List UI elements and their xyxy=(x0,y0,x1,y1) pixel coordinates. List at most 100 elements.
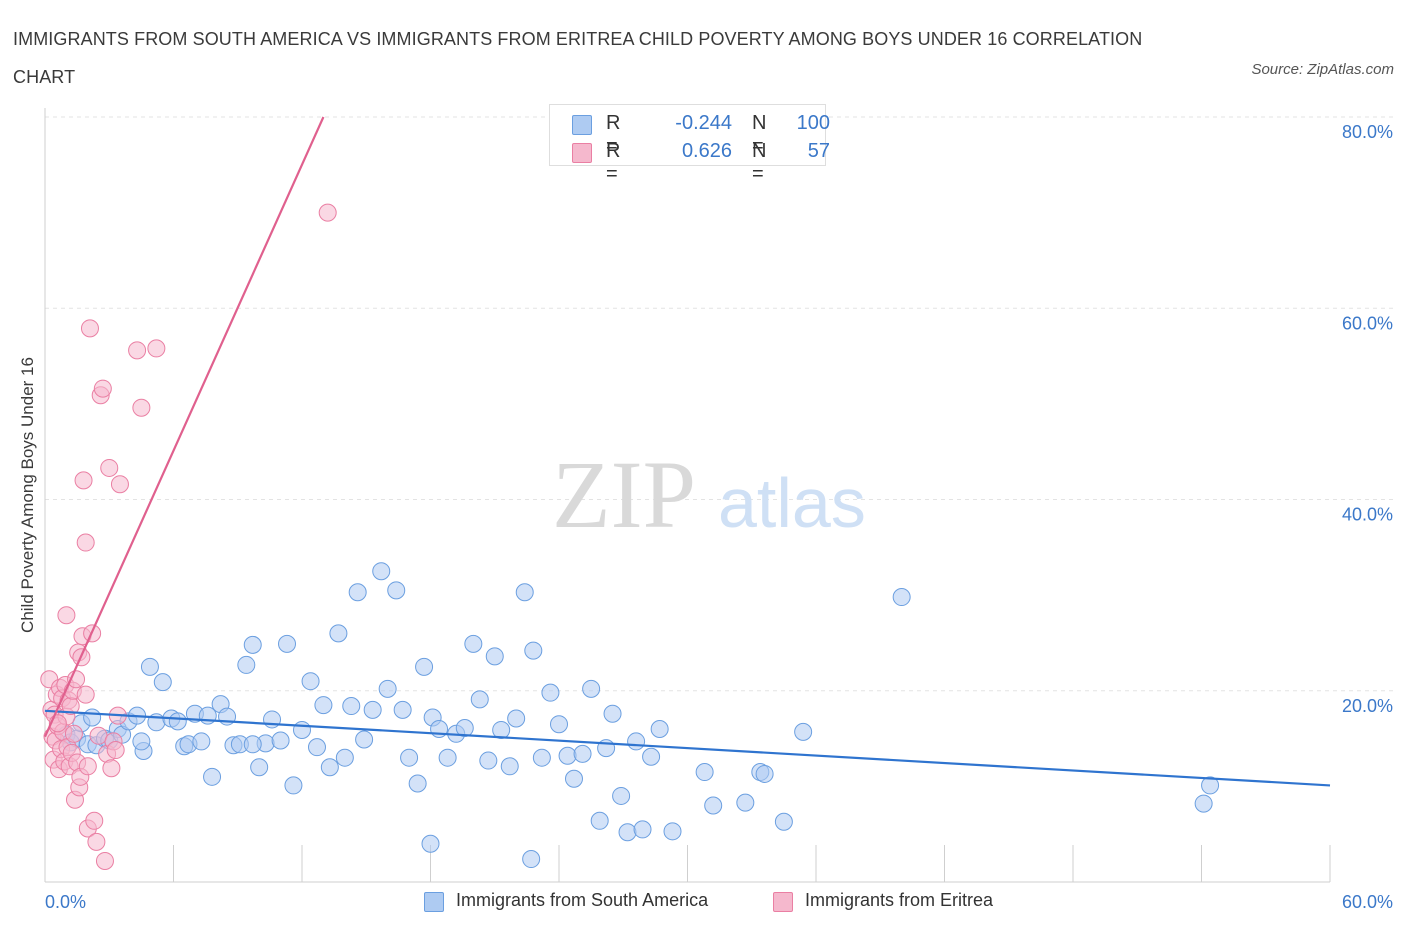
watermark: ZIP atlas xyxy=(552,441,866,548)
point-south-america xyxy=(755,764,774,783)
swatch-eritrea xyxy=(572,143,592,163)
point-eritrea xyxy=(100,458,119,477)
point-south-america xyxy=(464,634,483,653)
legend-label-eritrea: Immigrants from Eritrea xyxy=(805,890,994,910)
r-value: -0.244 xyxy=(675,112,732,134)
point-eritrea xyxy=(318,203,337,222)
point-south-america xyxy=(408,774,427,793)
point-south-america xyxy=(650,720,669,738)
point-south-america xyxy=(243,735,262,754)
point-south-america xyxy=(892,588,911,607)
point-eritrea xyxy=(64,724,83,743)
point-south-america xyxy=(250,758,269,777)
point-south-america xyxy=(590,811,609,830)
point-south-america xyxy=(794,722,813,741)
point-eritrea xyxy=(128,341,147,360)
point-south-america xyxy=(293,720,311,739)
point-south-america xyxy=(603,704,622,723)
point-south-america xyxy=(140,657,159,676)
x-tick-label: 60.0% xyxy=(1342,892,1393,912)
point-eritrea xyxy=(95,851,114,870)
point-south-america xyxy=(532,748,551,767)
point-eritrea xyxy=(110,475,129,494)
point-south-america xyxy=(736,793,755,812)
point-south-america xyxy=(515,583,534,602)
point-south-america xyxy=(278,634,297,653)
point-south-america xyxy=(301,672,320,691)
point-south-america xyxy=(284,776,303,795)
axis-layer xyxy=(44,108,1331,883)
point-south-america xyxy=(438,748,457,767)
watermark-zip: ZIP xyxy=(552,441,696,548)
point-south-america xyxy=(237,655,256,674)
point-south-america xyxy=(153,673,172,692)
point-south-america xyxy=(524,641,543,660)
point-eritrea xyxy=(102,759,121,778)
r-label: R = xyxy=(606,112,621,157)
source-note: Source: ZipAtlas.com xyxy=(1251,61,1394,78)
point-south-america xyxy=(372,562,391,581)
point-south-america xyxy=(522,850,541,869)
point-south-america xyxy=(455,719,474,738)
point-south-america xyxy=(363,700,382,719)
grid-layer xyxy=(45,116,1394,692)
trendline-south-america xyxy=(44,709,1331,787)
point-south-america xyxy=(83,708,102,727)
y-tick-label: 80.0% xyxy=(1342,122,1393,142)
y-tick-label: 20.0% xyxy=(1342,696,1393,716)
n-value: 57 xyxy=(807,140,830,162)
point-south-america xyxy=(500,757,519,776)
point-south-america xyxy=(704,796,723,815)
point-eritrea xyxy=(76,533,95,552)
point-south-america xyxy=(695,763,714,782)
point-eritrea xyxy=(89,726,108,745)
point-south-america xyxy=(1194,794,1213,813)
point-south-america xyxy=(415,657,434,676)
point-eritrea xyxy=(85,811,104,830)
point-south-america xyxy=(192,732,211,751)
trendline-eritrea xyxy=(43,116,325,738)
point-south-america xyxy=(663,822,682,841)
point-eritrea xyxy=(147,339,166,358)
point-south-america xyxy=(314,696,333,715)
point-south-america xyxy=(564,769,583,788)
legend-swatch-eritrea xyxy=(773,892,793,912)
point-eritrea xyxy=(76,685,95,704)
watermark-atlas: atlas xyxy=(718,464,866,542)
y-tick-label: 40.0% xyxy=(1342,505,1393,525)
point-south-america xyxy=(168,712,187,731)
point-south-america xyxy=(387,581,406,600)
point-south-america xyxy=(642,747,661,766)
tick-label-layer: 20.0% 40.0% 60.0% 80.0% 0.0% 60.0% xyxy=(45,122,1393,912)
swatch-south-america xyxy=(572,115,592,135)
point-south-america xyxy=(470,690,489,709)
point-south-america xyxy=(618,823,637,842)
point-south-america xyxy=(203,767,222,786)
point-south-america xyxy=(335,748,354,767)
point-south-america xyxy=(421,834,440,853)
point-eritrea xyxy=(74,471,93,490)
point-south-america xyxy=(774,812,793,831)
point-south-america xyxy=(1201,776,1220,795)
point-south-america xyxy=(541,683,560,702)
legend-label-south-america: Immigrants from South America xyxy=(456,890,709,910)
point-south-america xyxy=(342,697,361,716)
n-label: N = xyxy=(752,112,767,157)
point-south-america xyxy=(393,700,412,719)
point-south-america xyxy=(132,732,151,751)
point-south-america xyxy=(271,731,290,750)
legend-swatch-south-america xyxy=(424,892,444,912)
point-south-america xyxy=(558,746,577,765)
point-south-america xyxy=(320,758,339,777)
point-eritrea xyxy=(78,757,97,776)
point-south-america xyxy=(485,647,504,666)
point-south-america xyxy=(378,679,397,698)
point-south-america xyxy=(479,751,498,770)
point-south-america xyxy=(307,738,326,757)
point-south-america xyxy=(243,635,262,654)
point-south-america xyxy=(400,748,419,767)
point-south-america xyxy=(507,709,526,728)
series-legend: Immigrants from South America Immigrants… xyxy=(0,890,1406,916)
point-south-america xyxy=(492,720,511,739)
